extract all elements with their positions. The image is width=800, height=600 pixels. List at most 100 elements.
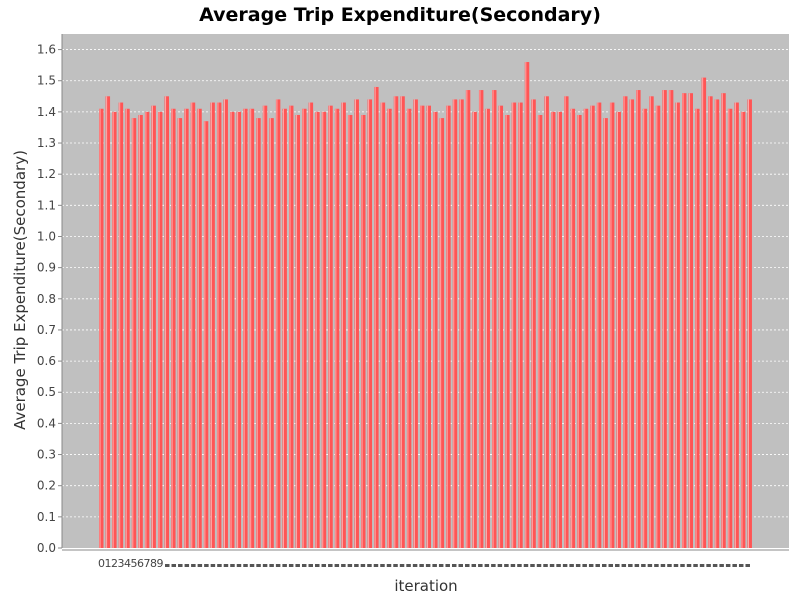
x-tick-label	[282, 564, 287, 567]
x-tick-label	[328, 564, 333, 567]
x-tick-label	[451, 564, 457, 567]
bar	[623, 96, 628, 549]
x-tick-label	[719, 564, 724, 567]
x-tick-label	[621, 564, 627, 567]
bar	[734, 102, 739, 548]
bar	[740, 111, 746, 548]
bar	[374, 86, 379, 549]
bar	[721, 93, 726, 548]
bar	[197, 108, 202, 548]
bar	[400, 96, 405, 549]
x-tick-label	[575, 564, 581, 567]
bar	[557, 111, 562, 548]
x-tick-label	[315, 564, 320, 567]
bar	[367, 99, 373, 549]
x-tick-label: 6	[137, 557, 144, 570]
bar	[472, 111, 477, 548]
y-tick-label: 0.4	[37, 416, 56, 430]
bar	[603, 118, 608, 549]
x-tick-label	[223, 564, 229, 567]
y-tick-label: 1.0	[37, 229, 56, 243]
bar	[682, 93, 687, 548]
bar	[334, 108, 340, 548]
bar	[668, 90, 674, 548]
x-tick-label: 2	[111, 557, 118, 570]
bar	[524, 62, 530, 548]
bar	[498, 105, 504, 549]
bar	[210, 102, 215, 548]
x-tick-label	[478, 564, 483, 567]
bar	[590, 105, 595, 549]
bar	[413, 99, 418, 549]
x-tick-label	[425, 564, 431, 567]
x-tick-label	[165, 564, 170, 567]
x-tick-label	[484, 564, 490, 567]
x-tick-label	[419, 564, 424, 567]
bar	[492, 90, 497, 548]
x-tick-label	[504, 564, 509, 567]
bar	[144, 111, 150, 548]
x-tick-label	[171, 564, 177, 567]
x-tick-label	[615, 564, 620, 567]
x-tick-label	[628, 564, 633, 567]
bar	[406, 108, 412, 548]
x-tick-label	[178, 564, 183, 567]
bar	[393, 96, 399, 549]
x-tick-label	[360, 564, 366, 567]
bar	[636, 90, 641, 548]
bar	[256, 118, 261, 549]
y-tick-label: 1.2	[37, 167, 56, 181]
bar	[131, 118, 137, 549]
bar	[236, 111, 242, 548]
bar	[216, 102, 222, 548]
y-tick-label: 0.1	[37, 510, 56, 524]
x-tick-label	[386, 564, 392, 567]
bar	[695, 108, 700, 548]
x-tick-label	[712, 564, 718, 567]
bar	[151, 105, 156, 549]
x-tick-label: 5	[131, 557, 138, 570]
x-tick-label	[745, 564, 750, 567]
x-tick-label: 3	[118, 557, 125, 570]
bar	[99, 108, 104, 548]
x-tick-label	[660, 564, 666, 567]
bar	[609, 102, 615, 548]
bar	[112, 111, 117, 548]
plot-area	[62, 34, 789, 548]
bar	[354, 99, 359, 549]
x-tick-label	[236, 564, 242, 567]
x-tick-label	[367, 564, 372, 567]
bar	[583, 108, 589, 548]
chart-title: Average Trip Expenditure(Secondary)	[199, 4, 601, 26]
x-tick-label	[406, 564, 411, 567]
x-tick-label	[373, 564, 379, 567]
bar	[675, 102, 680, 548]
x-tick-label	[693, 564, 698, 567]
bar	[485, 108, 490, 548]
bar	[570, 108, 576, 548]
bar	[616, 111, 621, 548]
x-tick-label	[288, 564, 294, 567]
bar	[551, 111, 556, 548]
x-tick-label	[523, 564, 529, 567]
bar	[203, 121, 209, 548]
x-tick-label	[399, 564, 405, 567]
bar	[701, 77, 707, 549]
bar	[138, 114, 143, 549]
x-tick-label	[699, 564, 705, 567]
y-tick-label: 0.8	[37, 292, 56, 306]
y-axis-label: Average Trip Expenditure(Secondary)	[11, 150, 29, 430]
bar	[537, 114, 543, 549]
bar	[511, 102, 517, 548]
bar	[446, 105, 451, 549]
x-tick-label	[588, 564, 594, 567]
bar	[262, 105, 268, 549]
x-tick-label	[634, 564, 640, 567]
x-tick-label	[582, 564, 587, 567]
bar	[249, 108, 255, 548]
x-tick-label	[432, 564, 437, 567]
bar	[433, 111, 438, 548]
x-tick-label	[491, 564, 496, 567]
bar	[315, 111, 320, 548]
